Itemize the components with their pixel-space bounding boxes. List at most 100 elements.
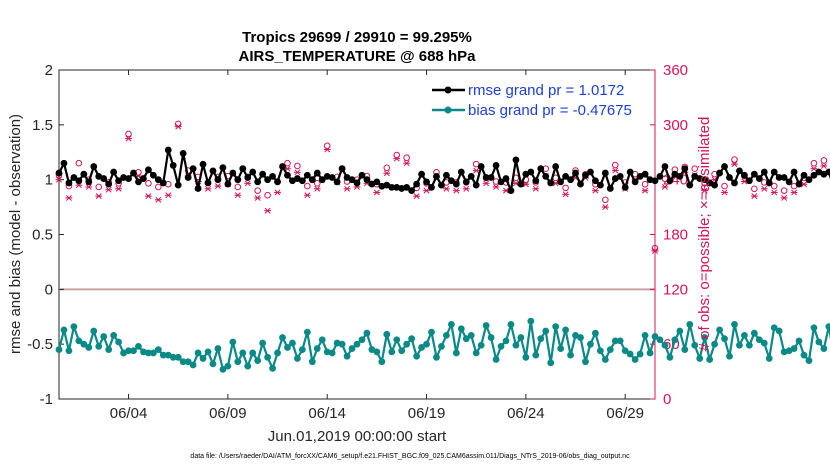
obs-possible-point bbox=[155, 183, 162, 191]
obs-assimilated-point bbox=[85, 184, 93, 190]
bias-point bbox=[542, 327, 550, 335]
obs-assimilated-point bbox=[393, 155, 401, 162]
obs-assimilated-point bbox=[651, 247, 659, 254]
rmse-point bbox=[100, 175, 108, 182]
bias-point bbox=[264, 353, 271, 361]
obs-possible-point bbox=[731, 156, 738, 163]
obs-possible-point bbox=[234, 183, 242, 191]
obs-possible-point bbox=[125, 130, 132, 138]
obs-assimilated-point bbox=[701, 187, 709, 194]
rmse-point bbox=[110, 168, 118, 176]
obs-possible-point bbox=[602, 196, 609, 204]
chart-title: Tropics 29699 / 29910 = 99.295% bbox=[242, 29, 472, 46]
bias-point bbox=[527, 317, 535, 325]
legend-rmse-marker bbox=[444, 86, 452, 94]
bias-point bbox=[65, 347, 73, 355]
obs-possible-point bbox=[562, 184, 569, 192]
rmse-point bbox=[164, 146, 172, 154]
bias-point bbox=[199, 355, 207, 362]
rmse-point bbox=[115, 177, 122, 185]
rmse-point bbox=[353, 179, 361, 187]
bias-point bbox=[601, 356, 609, 363]
obs-assimilated-point bbox=[721, 189, 728, 196]
bias-point bbox=[169, 353, 177, 361]
rmse-point bbox=[711, 181, 718, 189]
left-y-axis: -1 -0.5 0 0.5 1 1.5 2 bbox=[27, 62, 64, 408]
bias-point bbox=[711, 340, 718, 348]
bias-point bbox=[348, 345, 356, 352]
bias-point bbox=[393, 336, 401, 344]
bias-point bbox=[825, 323, 830, 331]
bias-point bbox=[577, 334, 584, 341]
rmse-point bbox=[348, 176, 356, 184]
bias-point bbox=[358, 336, 366, 344]
obs-assimilated-point bbox=[164, 192, 172, 199]
y-tick-label: -1 bbox=[40, 391, 53, 408]
y-tick-label: 0.5 bbox=[32, 227, 53, 244]
bias-point bbox=[279, 334, 286, 341]
rmse-point bbox=[313, 169, 321, 177]
obs-assimilated-point bbox=[214, 183, 222, 190]
bias-point bbox=[656, 336, 664, 344]
bias-point bbox=[338, 340, 346, 348]
rmse-point bbox=[532, 177, 540, 185]
rmse-point bbox=[189, 165, 197, 173]
bias-point bbox=[770, 324, 778, 332]
x-tick-label: 06/24 bbox=[507, 405, 545, 422]
rmse-point bbox=[274, 178, 281, 186]
bias-point bbox=[413, 352, 420, 360]
rmse-point bbox=[467, 172, 475, 180]
obs-possible-point bbox=[313, 180, 321, 187]
x-axis: 06/04 06/09 06/14 06/19 06/24 06/29 bbox=[110, 70, 644, 422]
bias-point bbox=[100, 333, 108, 340]
bias-point bbox=[149, 349, 157, 357]
bias-point bbox=[636, 350, 644, 358]
obs-assimilated-point bbox=[750, 193, 758, 200]
bias-point bbox=[239, 349, 247, 357]
bias-point bbox=[80, 340, 88, 348]
bias-point bbox=[795, 337, 803, 345]
obs-assimilated-point bbox=[323, 146, 331, 153]
obs-assimilated-point bbox=[413, 193, 420, 200]
obs-possible-point bbox=[75, 159, 83, 167]
rmse-point bbox=[582, 171, 589, 179]
rmse-point bbox=[661, 163, 669, 170]
obs-assimilated-point bbox=[115, 185, 122, 192]
bias-point bbox=[308, 358, 316, 366]
bias-point bbox=[179, 358, 187, 366]
rmse-point bbox=[596, 181, 604, 189]
rmse-point bbox=[80, 170, 88, 178]
rmse-point bbox=[472, 181, 480, 189]
bias-point bbox=[75, 337, 83, 345]
rmse-point bbox=[651, 177, 659, 185]
bias-point bbox=[154, 346, 162, 354]
rmse-point bbox=[547, 179, 555, 187]
obs-possible-point bbox=[254, 187, 261, 194]
obs-assimilated-point bbox=[790, 189, 798, 196]
obs-possible-point bbox=[323, 142, 331, 150]
rmse-point bbox=[755, 175, 763, 182]
rmse-point bbox=[537, 165, 545, 173]
rmse-point bbox=[443, 171, 450, 179]
rmse-point bbox=[254, 178, 262, 186]
rmse-point bbox=[259, 170, 267, 178]
bias-point bbox=[760, 339, 768, 347]
bias-point bbox=[85, 344, 93, 351]
rmse-point bbox=[517, 180, 525, 188]
bias-point bbox=[755, 336, 763, 344]
bias-point bbox=[567, 351, 574, 359]
bias-point bbox=[378, 358, 386, 366]
obs-assimilated-point bbox=[244, 180, 252, 187]
bias-point bbox=[472, 349, 480, 357]
obs-assimilated-point bbox=[55, 176, 63, 183]
bias-point bbox=[741, 331, 748, 339]
rmse-point bbox=[85, 178, 93, 186]
bias-point bbox=[244, 362, 252, 370]
rmse-point bbox=[135, 178, 142, 186]
bias-point bbox=[641, 331, 649, 339]
bias-point bbox=[174, 353, 182, 361]
bias-point bbox=[274, 349, 281, 357]
rmse-point bbox=[641, 170, 649, 178]
rmse-point bbox=[179, 149, 187, 157]
rmse-point bbox=[408, 187, 416, 195]
